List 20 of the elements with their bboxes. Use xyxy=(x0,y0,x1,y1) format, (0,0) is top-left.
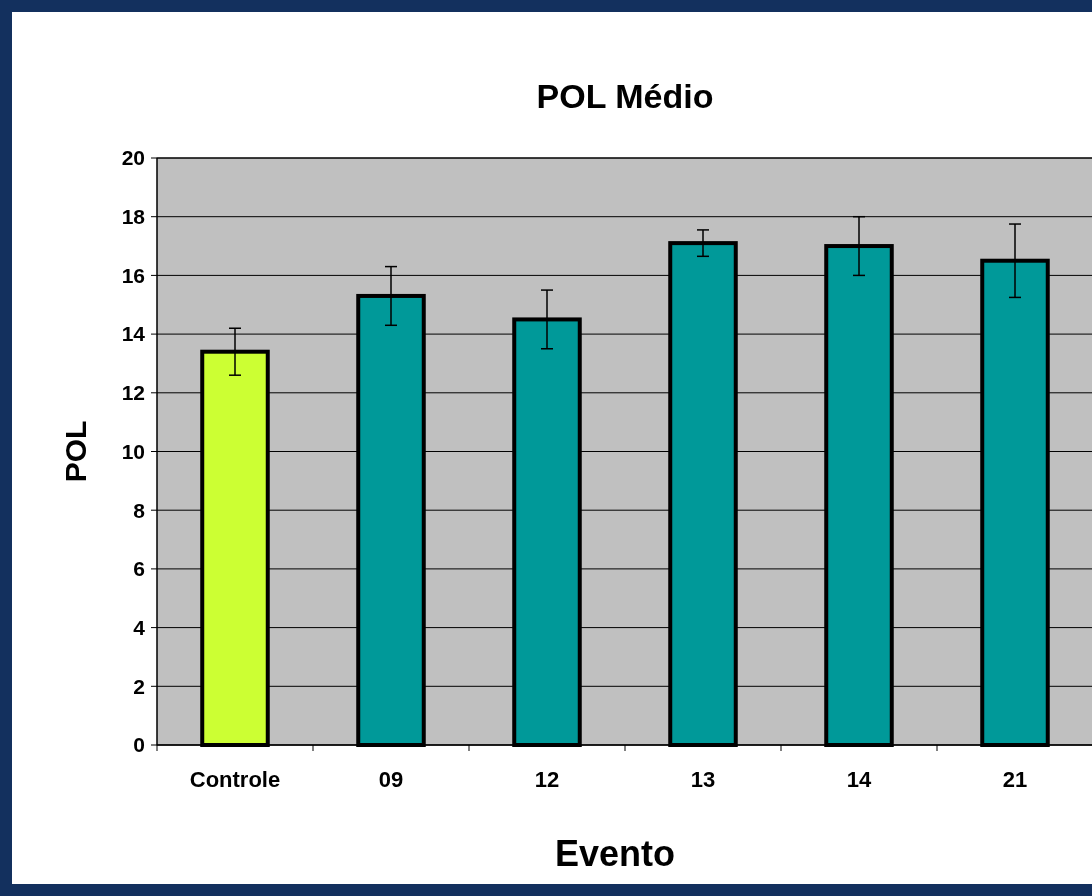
x-tick-label: 09 xyxy=(378,767,404,792)
y-tick-label: 4 xyxy=(133,615,146,639)
y-tick-label: 10 xyxy=(121,439,145,463)
x-tick-label: 21 xyxy=(1002,767,1028,792)
x-tick-label: 14 xyxy=(846,767,872,792)
y-tick-label: 16 xyxy=(121,263,145,287)
y-tick-label: 18 xyxy=(121,205,146,229)
y-axis-title: POL xyxy=(59,420,92,483)
y-tick-label: 8 xyxy=(133,498,146,522)
chart-title: POL Médio xyxy=(536,77,714,115)
x-tick-label: 13 xyxy=(690,767,716,792)
x-tick-label: Controle xyxy=(189,767,281,792)
x-tick-label: 12 xyxy=(534,767,560,792)
y-tick-label: 14 xyxy=(121,322,146,346)
x-axis-title: Evento xyxy=(554,833,676,874)
y-tick-label: 20 xyxy=(121,146,145,170)
y-tick-label: 12 xyxy=(121,381,145,405)
y-tick-label: 2 xyxy=(133,674,145,698)
y-tick-label: 0 xyxy=(133,733,145,757)
y-tick-label: 6 xyxy=(133,557,145,581)
